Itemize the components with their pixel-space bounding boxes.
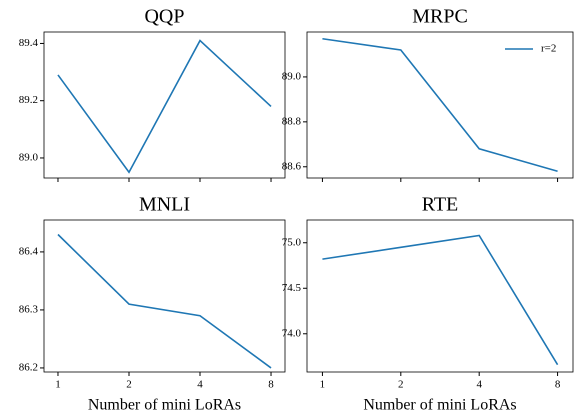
chart-title: MRPC <box>412 6 468 28</box>
x-tick-label: 1 <box>320 379 326 391</box>
x-axis-label: Number of mini LoRAs <box>88 397 241 414</box>
y-tick-label: 88.8 <box>282 115 302 127</box>
y-tick-label: 89.0 <box>19 151 39 163</box>
x-tick-label: 8 <box>555 379 561 391</box>
legend-label: r=2 <box>541 43 556 55</box>
y-tick-label: 74.0 <box>282 327 302 339</box>
series-line <box>322 37 558 173</box>
y-tick-label: 89.2 <box>19 94 38 106</box>
y-tick-label: 74.5 <box>282 282 302 294</box>
y-tick-label: 88.6 <box>282 160 302 172</box>
x-axis-label: Number of mini LoRAs <box>363 397 516 414</box>
series-line <box>57 39 272 174</box>
y-tick-label: 75.0 <box>282 236 302 248</box>
y-tick-label: 86.3 <box>19 303 39 315</box>
y-tick-label: 86.2 <box>19 361 38 373</box>
y-tick-label: 89.0 <box>282 70 302 82</box>
x-tick-label: 1 <box>55 379 61 391</box>
chart-title: MNLI <box>139 194 190 216</box>
plot-frame <box>306 219 574 373</box>
series-line <box>322 234 559 366</box>
x-tick-label: 2 <box>126 379 132 391</box>
chart-title: QQP <box>144 6 184 28</box>
plot-frame <box>43 31 286 179</box>
series-line <box>57 233 272 369</box>
y-tick-label: 86.4 <box>19 245 39 257</box>
x-tick-label: 4 <box>197 379 203 391</box>
x-tick-label: 2 <box>398 379 404 391</box>
x-tick-label: 8 <box>268 379 274 391</box>
y-tick-label: 89.4 <box>19 37 39 49</box>
plot-frame <box>43 219 286 373</box>
x-tick-label: 4 <box>476 379 482 391</box>
chart-title: RTE <box>422 194 459 216</box>
plot-frame <box>306 31 574 179</box>
